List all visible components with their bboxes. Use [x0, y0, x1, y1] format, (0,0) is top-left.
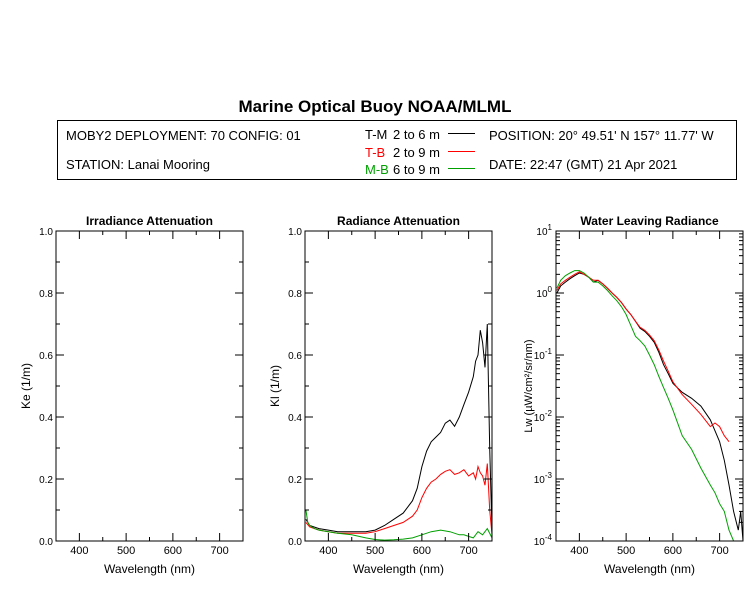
radiance-y-tick-label: 0.4: [288, 413, 302, 424]
radiance-x-tick-label: 600: [413, 545, 431, 557]
deployment-label: MOBY2 DEPLOYMENT: 70 CONFIG: 01: [66, 128, 301, 143]
legend-code-tb: T-B: [365, 145, 386, 160]
irradiance-y-tick-label: 0.6: [39, 351, 53, 362]
radiance-x-axis-label: Wavelength (nm): [353, 562, 444, 576]
irradiance-y-tick-label: 0.8: [39, 289, 53, 300]
lw-series-t-b: [556, 271, 730, 443]
irradiance-y-tick-label: 1.0: [39, 227, 53, 238]
radiance-x-tick-label: 500: [366, 545, 384, 557]
lw-x-tick-label: 500: [617, 545, 635, 557]
lw-y-tick-label: 10-3: [534, 471, 553, 486]
irradiance-x-tick-label: 400: [70, 545, 88, 557]
irradiance-x-axis-label: Wavelength (nm): [104, 562, 195, 576]
irradiance-y-axis-label: Ke (1/m): [19, 363, 33, 409]
lw-y-axis-label: Lw (µW/cm²/sr/nm): [523, 339, 535, 432]
lw-y-tick-label: 10-1: [534, 347, 553, 362]
irradiance-y-tick-label: 0.4: [39, 413, 53, 424]
page-title: Marine Optical Buoy NOAA/MLML: [238, 97, 512, 116]
lw-x-tick-label: 700: [710, 545, 728, 557]
irradiance-y-tick-label: 0.0: [39, 537, 53, 548]
lw-plot-frame: [555, 230, 744, 542]
position-label: POSITION: 20° 49.51' N 157° 11.77' W: [489, 128, 714, 143]
radiance-y-tick-label: 0.8: [288, 289, 302, 300]
lw-y-tick-label: 10-4: [534, 533, 553, 548]
lw-series-m-b: [556, 270, 735, 541]
lw-series-t-m: [556, 272, 743, 541]
radiance-series-t-b: [305, 463, 492, 535]
lw-y-tick-label: 100: [536, 285, 552, 300]
legend-range-mb: 6 to 9 m: [393, 162, 440, 177]
legend-range-tm: 2 to 6 m: [393, 127, 440, 142]
irradiance-x-tick-label: 500: [117, 545, 135, 557]
legend-code-mb: M-B: [365, 162, 389, 177]
lw-y-tick-label: 10-2: [534, 409, 553, 424]
radiance-y-axis-label: Kl (1/m): [268, 365, 282, 407]
lw-chart-title: Water Leaving Radiance: [580, 214, 719, 228]
irradiance-x-tick-label: 600: [164, 545, 182, 557]
lw-x-tick-label: 600: [664, 545, 682, 557]
legend-line-mb: [448, 168, 475, 169]
radiance-y-tick-label: 0.6: [288, 351, 302, 362]
lw-x-tick-label: 400: [570, 545, 588, 557]
radiance-chart-title: Radiance Attenuation: [337, 214, 460, 228]
radiance-series-t-m: [305, 323, 492, 533]
legend-range-tb: 2 to 9 m: [393, 145, 440, 160]
legend-line-tb: [448, 151, 475, 152]
irradiance-plot-frame: [55, 230, 244, 542]
irradiance-x-tick-label: 700: [210, 545, 228, 557]
lw-y-tick-label: 101: [536, 223, 552, 238]
legend-code-tm: T-M: [365, 127, 388, 142]
radiance-x-tick-label: 400: [319, 545, 337, 557]
radiance-y-tick-label: 0.0: [288, 537, 302, 548]
date-label: DATE: 22:47 (GMT) 21 Apr 2021: [489, 157, 678, 172]
info-box: MOBY2 DEPLOYMENT: 70 CONFIG: 01 STATION:…: [57, 120, 737, 180]
radiance-x-tick-label: 700: [459, 545, 477, 557]
irradiance-y-tick-label: 0.2: [39, 475, 53, 486]
station-label: STATION: Lanai Mooring: [66, 157, 211, 172]
legend-line-tm: [448, 133, 475, 134]
radiance-series-m-b: [305, 509, 492, 541]
irradiance-chart-title: Irradiance Attenuation: [86, 214, 213, 228]
radiance-y-tick-label: 0.2: [288, 475, 302, 486]
radiance-plot-frame: [304, 230, 493, 542]
radiance-y-tick-label: 1.0: [288, 227, 302, 238]
lw-x-axis-label: Wavelength (nm): [604, 562, 695, 576]
